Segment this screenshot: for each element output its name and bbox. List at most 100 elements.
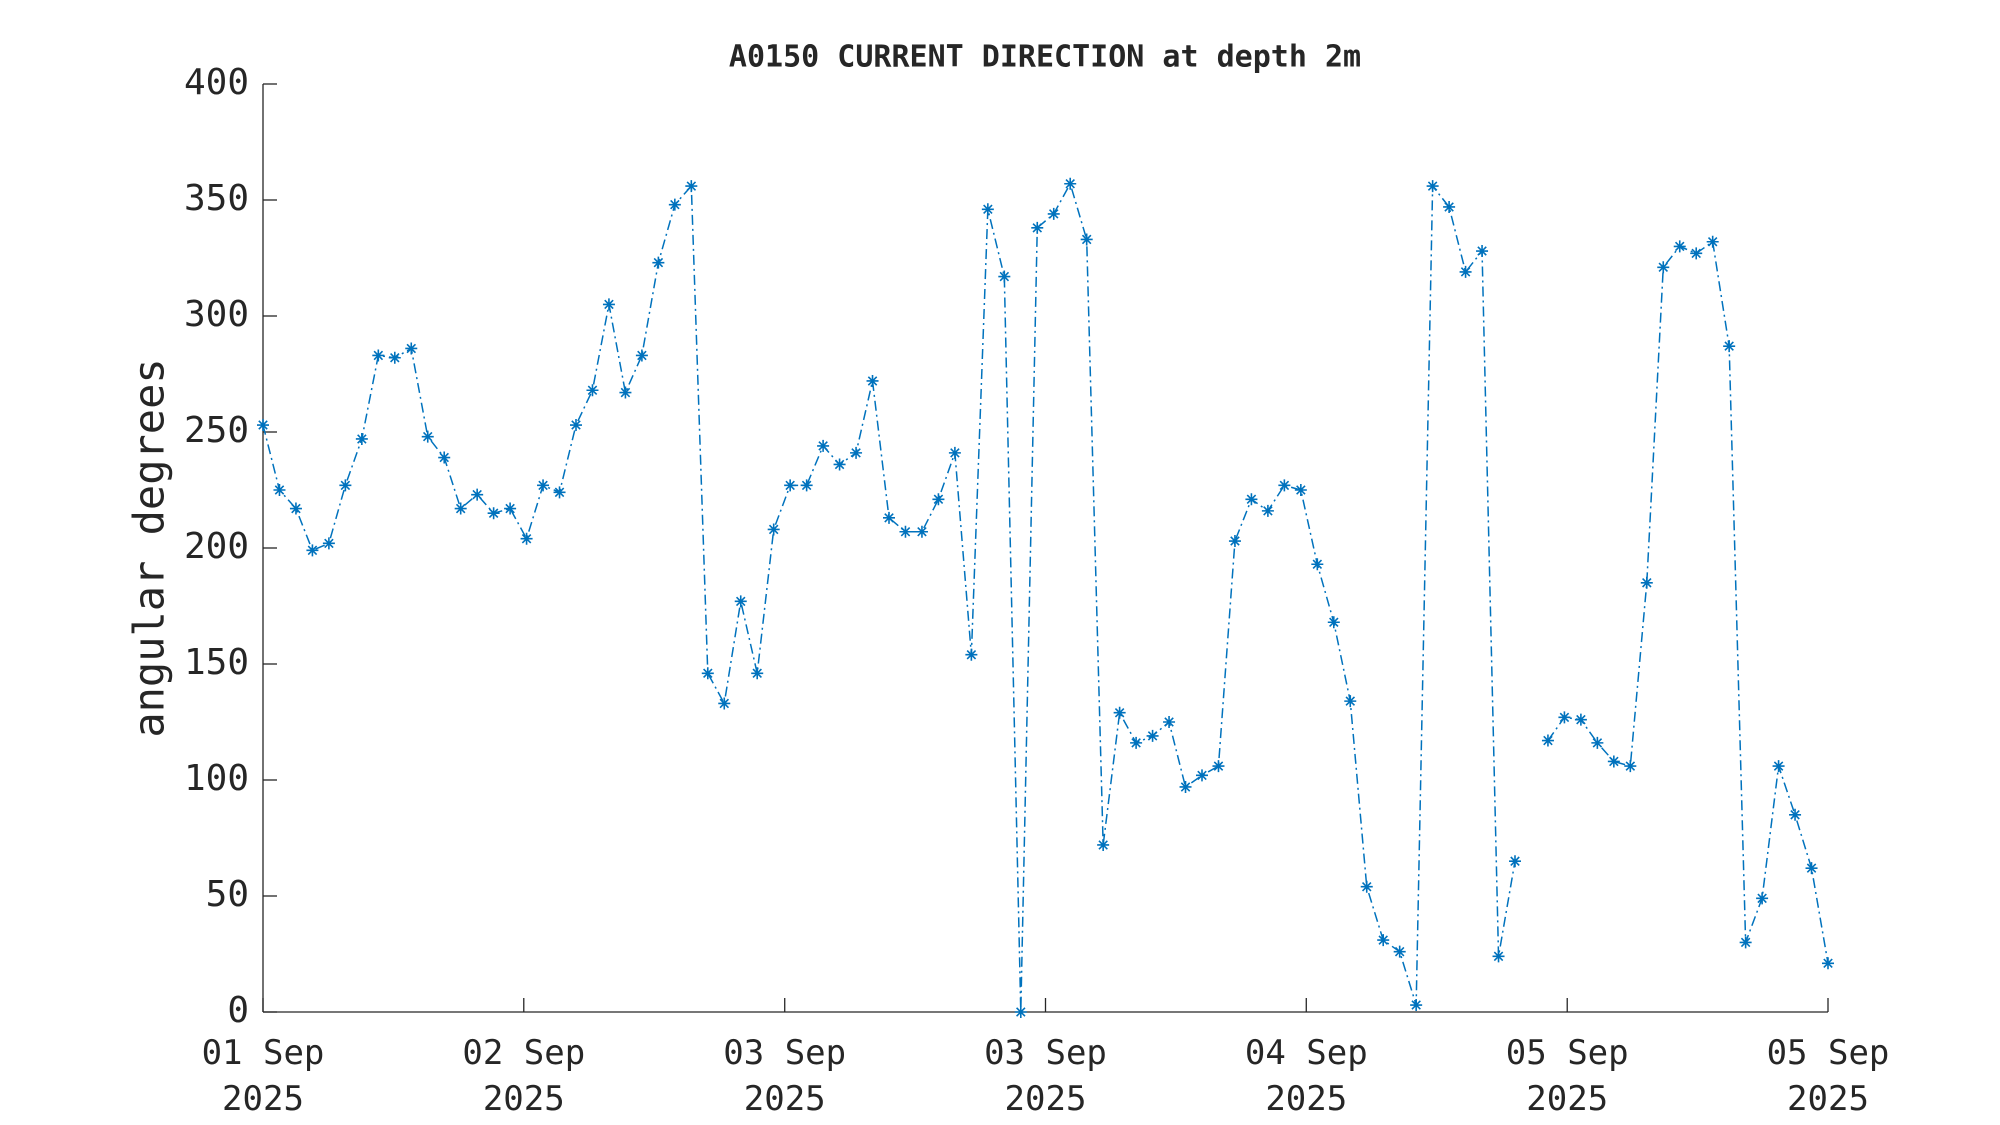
data-point	[1212, 760, 1225, 773]
data-point	[1344, 695, 1357, 708]
data-point	[1163, 716, 1176, 728]
data-point	[1245, 493, 1258, 506]
data-point	[1179, 780, 1192, 793]
asterisk	[767, 523, 780, 536]
x-tick-label: 01 Sep 2025	[201, 1033, 325, 1119]
asterisk	[1014, 1006, 1027, 1018]
asterisk	[388, 351, 401, 364]
data-point	[998, 270, 1011, 283]
data-point	[948, 446, 961, 459]
asterisk	[1426, 180, 1439, 193]
asterisk	[1739, 936, 1752, 949]
data-point	[355, 432, 368, 445]
data-point	[602, 298, 615, 311]
data-point	[1640, 576, 1653, 589]
asterisk	[1410, 999, 1423, 1012]
data-point	[273, 484, 286, 496]
chart-title: A0150 CURRENT DIRECTION at depth 2m	[729, 40, 1361, 75]
asterisk	[652, 256, 665, 269]
data-point	[339, 479, 352, 492]
asterisk	[438, 451, 451, 464]
data-point	[833, 458, 846, 471]
data-point	[257, 419, 269, 432]
data-point	[1739, 936, 1752, 949]
x-tick-label: 03 Sep 2025	[984, 1033, 1107, 1119]
data-point	[817, 439, 830, 452]
asterisk	[586, 384, 599, 397]
asterisk	[520, 532, 533, 545]
data-point	[1509, 855, 1521, 868]
data-point	[570, 419, 582, 432]
data-point	[685, 180, 698, 193]
asterisk	[257, 419, 269, 432]
data-point	[306, 544, 319, 557]
asterisk	[833, 458, 846, 471]
asterisk	[570, 419, 582, 432]
data-point	[1146, 729, 1159, 742]
data-point	[1492, 950, 1505, 963]
asterisk	[1756, 892, 1769, 905]
data-point	[1459, 265, 1472, 278]
asterisk	[1607, 755, 1620, 768]
data-point	[619, 386, 632, 399]
data-point	[1476, 245, 1489, 258]
y-tick-label: 50	[206, 874, 249, 915]
asterisk	[1245, 493, 1258, 506]
asterisk	[1031, 221, 1044, 234]
data-point	[1706, 235, 1719, 248]
data-point	[1393, 945, 1406, 958]
asterisk	[668, 198, 681, 211]
data-point	[1097, 838, 1110, 851]
asterisk	[1113, 706, 1126, 719]
asterisk	[1130, 736, 1143, 749]
asterisk	[1278, 479, 1291, 492]
asterisk	[1657, 261, 1670, 274]
data-point	[652, 256, 665, 269]
data-point	[784, 479, 797, 492]
y-tick-label: 100	[184, 758, 249, 799]
asterisk	[932, 493, 945, 506]
asterisk	[1080, 233, 1093, 246]
data-point	[718, 697, 731, 710]
data-point	[1228, 535, 1241, 548]
asterisk	[619, 386, 632, 399]
data-point	[883, 511, 895, 524]
asterisk	[850, 446, 863, 459]
data-point	[965, 648, 978, 661]
data-point	[1624, 760, 1637, 773]
data-point	[520, 532, 533, 545]
asterisk	[372, 349, 385, 362]
asterisk	[1640, 576, 1653, 589]
x-tick-label: 05 Sep 2025	[1505, 1033, 1629, 1119]
asterisk	[306, 544, 319, 557]
asterisk	[866, 374, 879, 387]
data-point	[701, 667, 714, 680]
asterisk	[1064, 177, 1077, 190]
data-point	[1410, 999, 1423, 1012]
data-point	[586, 384, 599, 397]
data-point	[800, 479, 813, 492]
asterisk	[1459, 265, 1472, 278]
asterisk	[1393, 945, 1406, 958]
asterisk	[1360, 880, 1373, 893]
data-point	[553, 486, 566, 499]
data-point	[1327, 616, 1340, 629]
data-point	[1080, 233, 1093, 246]
asterisk	[1228, 535, 1241, 548]
y-tick-label: 200	[184, 526, 249, 567]
asterisk	[1772, 760, 1785, 773]
asterisk	[1558, 711, 1571, 724]
data-point	[899, 525, 912, 538]
asterisk	[1212, 760, 1225, 773]
data-point	[981, 203, 994, 216]
data-point	[1789, 808, 1802, 821]
asterisk	[1311, 558, 1324, 571]
asterisk	[1574, 713, 1587, 726]
y-tick-label: 300	[184, 294, 249, 335]
data-point	[635, 349, 648, 362]
asterisk	[734, 595, 747, 608]
data-point	[734, 595, 747, 608]
data-point	[932, 493, 945, 506]
data-point	[767, 523, 780, 536]
